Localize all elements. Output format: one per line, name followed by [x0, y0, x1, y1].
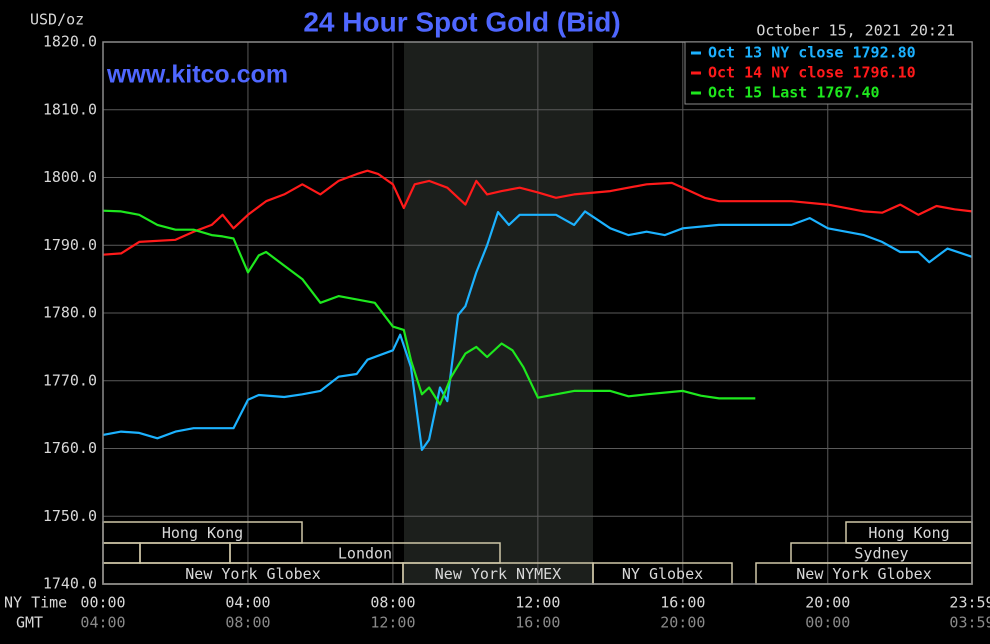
- x2-tick-label: 00:00: [805, 614, 850, 632]
- x2-tick-label: 12:00: [370, 614, 415, 632]
- session-label: Hong Kong: [868, 524, 949, 542]
- y-tick-label: 1820.0: [43, 33, 97, 51]
- y-tick-label: 1790.0: [43, 236, 97, 254]
- x-axis-label: NY Time: [4, 594, 67, 612]
- series-line: [102, 169, 973, 256]
- y-tick-label: 1740.0: [43, 575, 97, 593]
- x-tick-label: 23:59: [949, 594, 990, 612]
- x-tick-label: 16:00: [660, 594, 705, 612]
- x-tick-label: 12:00: [515, 594, 560, 612]
- session-label: NY Globex: [622, 565, 703, 583]
- x-tick-label: 08:00: [370, 594, 415, 612]
- y-tick-label: 1780.0: [43, 304, 97, 322]
- lines: [102, 169, 973, 451]
- timestamp: October 15, 2021 20:21: [756, 22, 955, 40]
- x2-axis-label: GMT: [16, 614, 43, 632]
- series-line: [102, 209, 756, 406]
- x2-tick-label: 20:00: [660, 614, 705, 632]
- x-tick-label: 20:00: [805, 594, 850, 612]
- session-label: Hong Kong: [162, 524, 243, 542]
- session-label: London: [338, 545, 392, 563]
- legend-label: Oct 15 Last 1767.40: [708, 84, 880, 102]
- legend-box: [684, 41, 973, 105]
- x2-tick-label: 04:00: [80, 614, 125, 632]
- plot-border: [102, 41, 973, 585]
- series-line: [102, 210, 973, 451]
- y-tick-label: 1800.0: [43, 168, 97, 186]
- session-label: Sydney: [854, 545, 908, 563]
- session-label: New York Globex: [796, 565, 931, 583]
- x2-tick-label: 08:00: [225, 614, 270, 632]
- x-tick-label: 00:00: [80, 594, 125, 612]
- session-label: New York NYMEX: [435, 565, 561, 583]
- y-tick-label: 1750.0: [43, 507, 97, 525]
- legend-label: Oct 13 NY close 1792.80: [708, 44, 916, 62]
- watermark: www.kitco.com: [106, 61, 288, 89]
- x2-tick-label: 03:59: [949, 614, 990, 632]
- y-axis-label: USD/oz: [30, 11, 84, 29]
- y-tick-label: 1810.0: [43, 100, 97, 118]
- chart-title: 24 Hour Spot Gold (Bid): [303, 6, 620, 37]
- x2-tick-label: 16:00: [515, 614, 560, 632]
- y-tick-label: 1770.0: [43, 371, 97, 389]
- x-tick-label: 04:00: [225, 594, 270, 612]
- legend-label: Oct 14 NY close 1796.10: [708, 64, 916, 82]
- y-tick-label: 1760.0: [43, 439, 97, 457]
- session-label: New York Globex: [185, 565, 320, 583]
